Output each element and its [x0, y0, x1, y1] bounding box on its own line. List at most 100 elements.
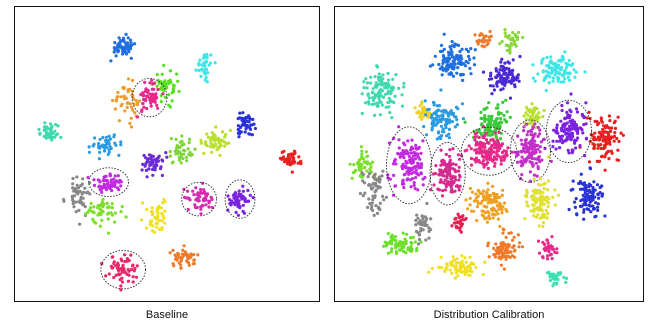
scatter-point: [432, 103, 436, 107]
scatter-point: [167, 93, 171, 97]
scatter-point: [555, 139, 559, 143]
scatter-point: [570, 118, 575, 122]
cluster-2: [428, 32, 477, 82]
scatter-point: [530, 147, 534, 151]
scatter-point: [377, 205, 381, 209]
scatter-point: [394, 239, 398, 243]
scatter-point: [431, 63, 435, 67]
scatter-point: [444, 164, 448, 168]
scatter-point: [532, 173, 536, 177]
scatter-point: [377, 72, 381, 76]
scatter-point: [546, 204, 550, 209]
scatter-point: [244, 115, 248, 119]
scatter-point: [442, 47, 446, 51]
scatter-point: [91, 210, 95, 214]
scatter-point: [172, 86, 176, 90]
scatter-point: [462, 62, 466, 66]
scatter-point: [504, 66, 509, 70]
scatter-point: [494, 69, 499, 73]
scatter-point: [564, 276, 569, 280]
scatter-point: [513, 255, 517, 259]
scatter-point: [170, 99, 174, 103]
scatter-point: [467, 54, 471, 59]
scatter-point: [381, 77, 385, 81]
scatter-point: [162, 84, 167, 88]
scatter-point: [561, 141, 565, 145]
cluster-11: [278, 149, 303, 174]
scatter-point: [387, 100, 391, 105]
scatter-point: [160, 219, 164, 223]
scatter-point: [443, 178, 447, 182]
scatter-point: [145, 106, 149, 111]
scatter-point: [142, 97, 146, 102]
scatter-point: [288, 163, 292, 167]
scatter-point: [490, 92, 494, 96]
scatter-point: [392, 173, 396, 177]
scatter-point: [448, 158, 452, 162]
scatter-point: [439, 43, 444, 48]
scatter-point: [106, 231, 111, 235]
scatter-point: [406, 177, 410, 181]
scatter-point: [553, 277, 557, 281]
scatter-point: [226, 194, 230, 198]
scatter-point: [486, 244, 490, 248]
scatter-point: [72, 189, 76, 193]
scatter-point: [449, 71, 453, 75]
scatter-point: [493, 255, 497, 259]
scatter-point: [451, 147, 455, 151]
scatter-point: [467, 273, 471, 277]
scatter-point: [372, 176, 376, 180]
scatter-point: [429, 217, 433, 221]
scatter-point: [504, 235, 508, 239]
scatter-point: [441, 68, 445, 72]
scatter-point: [249, 123, 253, 127]
scatter-point: [416, 188, 420, 192]
scatter-point: [480, 209, 484, 213]
scatter-point: [119, 184, 123, 188]
scatter-point: [363, 191, 367, 195]
scatter-point: [111, 255, 115, 259]
scatter-point: [160, 227, 164, 231]
scatter-point: [498, 224, 502, 228]
scatter-point: [547, 63, 551, 67]
scatter-point: [401, 167, 405, 171]
scatter-point: [474, 265, 478, 269]
scatter-point: [477, 159, 481, 163]
scatter-point: [519, 149, 523, 153]
scatter-point: [98, 224, 102, 228]
cluster-12: [386, 125, 427, 197]
scatter-point: [610, 126, 614, 130]
scatter-point: [371, 160, 375, 164]
scatter-point: [492, 123, 496, 127]
scatter-point: [509, 250, 513, 254]
scatter-point: [445, 176, 449, 180]
scatter-point: [454, 43, 458, 47]
scatter-point: [92, 183, 97, 187]
scatter-point: [486, 41, 490, 46]
cluster-0: [473, 29, 493, 49]
scatter-point: [168, 251, 172, 255]
scatter-point: [492, 155, 496, 159]
scatter-point: [114, 264, 118, 268]
scatter-point: [204, 68, 208, 72]
scatter-point: [574, 107, 579, 111]
scatter-point: [518, 241, 522, 245]
scatter-point: [489, 138, 493, 142]
scatter-point: [160, 72, 164, 76]
scatter-point: [560, 103, 564, 108]
scatter-point: [499, 76, 503, 80]
highlight-ellipse: [88, 167, 129, 198]
scatter-point: [122, 267, 126, 271]
scatter-point: [538, 160, 542, 164]
scatter-point: [484, 205, 488, 209]
cluster-12: [62, 175, 92, 226]
scatter-point: [121, 270, 125, 274]
scatter-point: [585, 207, 589, 211]
scatter-point: [112, 261, 116, 266]
scatter-point: [481, 214, 486, 218]
scatter-point: [369, 186, 373, 190]
scatter-point: [448, 165, 452, 169]
scatter-point: [538, 150, 542, 154]
scatter-point: [441, 54, 446, 58]
scatter-point: [537, 111, 541, 115]
